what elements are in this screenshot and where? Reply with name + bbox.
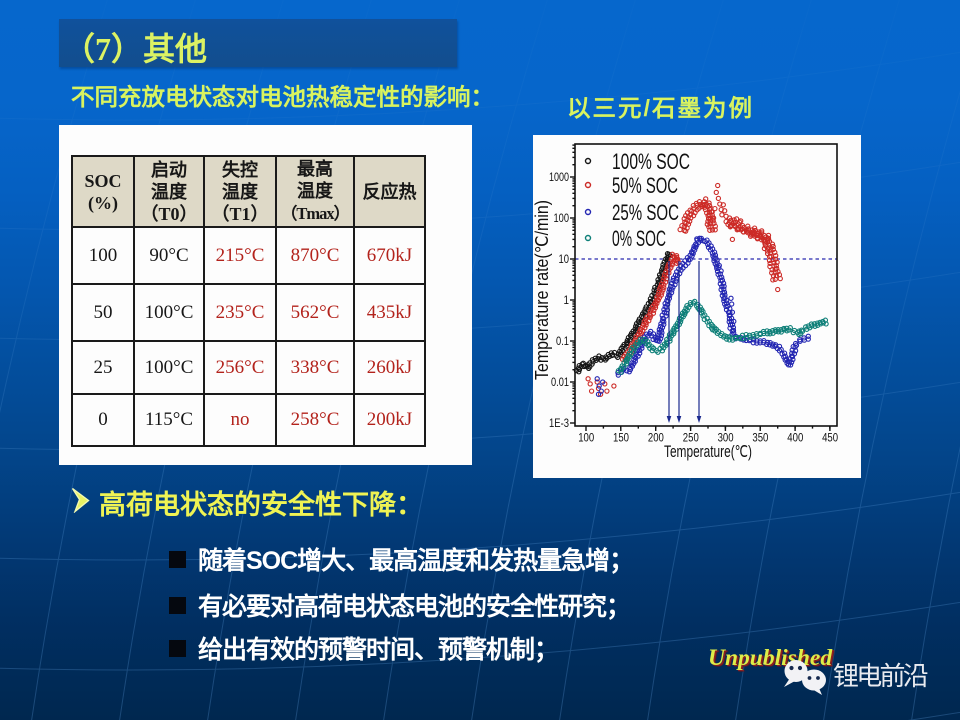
svg-text:25% SOC: 25% SOC [612, 200, 679, 225]
svg-text:1000: 1000 [549, 170, 569, 184]
svg-text:Temperature(℃): Temperature(℃) [664, 443, 752, 461]
svg-text:1: 1 [564, 293, 570, 307]
svg-text:0% SOC: 0% SOC [612, 226, 666, 251]
svg-text:0.01: 0.01 [551, 375, 569, 389]
svg-text:0.1: 0.1 [556, 334, 569, 348]
svg-text:100% SOC: 100% SOC [612, 149, 690, 174]
svg-text:1E-3: 1E-3 [549, 416, 569, 430]
svg-text:10: 10 [559, 252, 570, 266]
svg-text:250: 250 [683, 431, 699, 445]
svg-text:450: 450 [822, 431, 838, 445]
svg-text:350: 350 [752, 431, 768, 445]
svg-text:150: 150 [613, 431, 629, 445]
svg-text:200: 200 [648, 431, 664, 445]
svg-text:50% SOC: 50% SOC [612, 173, 678, 198]
svg-text:100: 100 [554, 211, 570, 225]
svg-text:300: 300 [718, 431, 734, 445]
svg-text:400: 400 [787, 431, 803, 445]
svg-text:Temperature rate(℃/min): Temperature rate(℃/min) [533, 200, 552, 380]
svg-text:100: 100 [578, 431, 594, 445]
